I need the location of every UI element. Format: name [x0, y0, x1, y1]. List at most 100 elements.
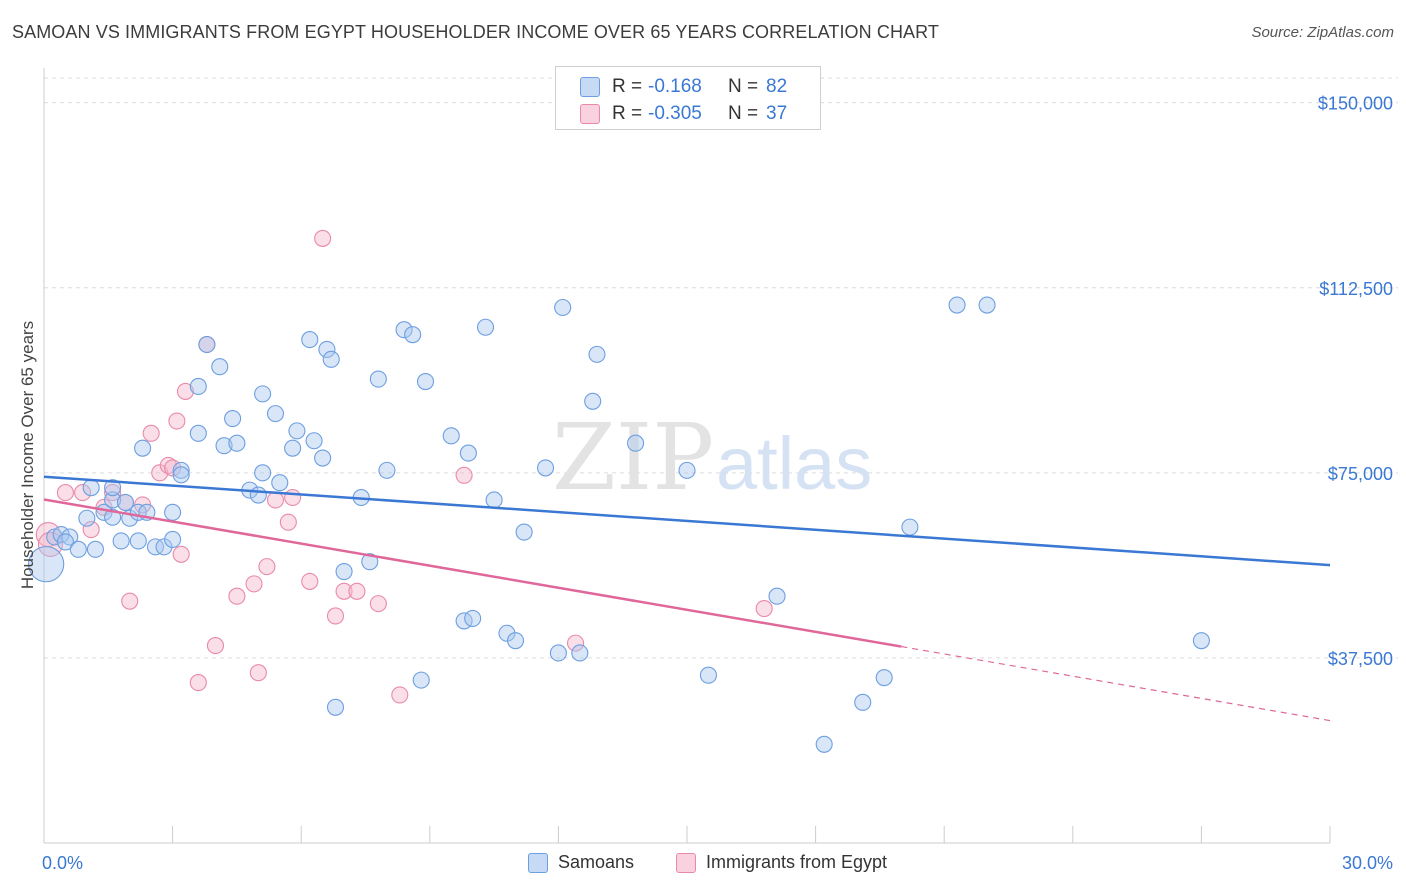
y-tick-label: $37,500	[1328, 649, 1393, 669]
legend-n-label: N =	[728, 76, 759, 97]
egypt-point	[566, 634, 585, 652]
legend-label-samoans: Samoans	[558, 852, 635, 872]
egypt-point	[391, 686, 409, 704]
legend-item-egypt[interactable]: Immigrants from Egypt	[676, 852, 887, 873]
legend-r-label: R =	[612, 76, 643, 97]
samoans-point	[875, 669, 893, 687]
samoans-point	[318, 340, 336, 359]
egypt-point	[258, 558, 276, 576]
axis-labels: $37,500 $75,000 $112,500 $150,000 0.0% 30.0% H…	[18, 94, 1393, 873]
samoans-point	[172, 461, 190, 479]
legend-swatch-samoans	[580, 77, 600, 97]
egypt-point	[284, 488, 302, 507]
egypt-point	[228, 587, 246, 605]
samoans-point	[404, 326, 422, 344]
samoans-point	[588, 345, 606, 363]
watermark-zip: ZIP	[552, 404, 714, 511]
legend-item-samoans[interactable]: Samoans	[528, 852, 634, 873]
samoans-point	[254, 464, 272, 482]
legend-n-value: 82	[766, 76, 788, 97]
legend-swatch-egypt	[676, 852, 696, 873]
series-egypt-points	[35, 229, 773, 704]
samoans-point	[189, 424, 207, 442]
samoans-point	[198, 335, 216, 354]
samoans-point	[211, 358, 229, 376]
samoans-point	[768, 587, 786, 605]
samoans-point	[485, 491, 503, 509]
egypt-point	[245, 575, 263, 593]
samoans-point	[395, 321, 413, 339]
samoans-point	[228, 434, 246, 452]
samoans-point	[369, 370, 387, 388]
samoans-point	[82, 479, 100, 497]
x-tick-label: 0.0%	[42, 853, 83, 873]
samoans-point	[549, 644, 567, 662]
samoans-point	[146, 538, 165, 556]
series-legend: Samoans Immigrants from Egypt	[0, 852, 1406, 878]
samoans-point	[584, 392, 602, 410]
grid-lines	[44, 77, 1398, 659]
samoans-point	[699, 666, 717, 684]
samoans-point	[326, 698, 345, 716]
samoans-point	[266, 405, 285, 423]
y-tick-label: $150,000	[1318, 94, 1393, 114]
samoans-point	[215, 437, 233, 455]
trendline-samoans	[43, 475, 1331, 567]
samoans-point	[164, 503, 182, 521]
egypt-point	[369, 595, 387, 613]
egypt-point	[176, 382, 195, 400]
samoans-point	[459, 444, 477, 462]
samoans-point	[361, 553, 379, 571]
samoans-point	[978, 296, 996, 314]
legend-r-value: -0.305	[648, 103, 702, 124]
samoans-point	[129, 532, 147, 550]
samoans-point	[1192, 632, 1210, 650]
source-label: Source: ZipAtlas.com	[1251, 24, 1394, 41]
samoans-point	[56, 533, 74, 551]
egypt-point	[142, 424, 160, 442]
egypt-point	[82, 521, 100, 539]
samoans-point	[442, 427, 460, 445]
legend-swatch-egypt	[580, 104, 600, 124]
trendline-egypt	[43, 498, 902, 648]
samoans-point	[112, 532, 130, 550]
watermark-atlas: atlas	[716, 422, 872, 505]
watermark: ZIP atlas	[552, 404, 872, 511]
egypt-point	[301, 572, 319, 590]
samoans-point	[815, 735, 833, 753]
samoans-point	[155, 538, 173, 556]
samoans-point	[288, 422, 306, 440]
samoans-point	[271, 474, 289, 492]
samoans-point	[164, 530, 182, 549]
egypt-point	[56, 484, 74, 502]
legend-n-value: 37	[766, 103, 788, 124]
x-tick-label: 30.0%	[1342, 853, 1393, 873]
series-samoans-points	[27, 296, 1210, 753]
legend-row-samoans: R = -0.168 N = 82	[580, 75, 787, 99]
samoans-point	[571, 644, 589, 662]
legend-n-label: N =	[728, 103, 759, 124]
samoans-point	[301, 331, 319, 349]
egypt-point	[206, 637, 225, 655]
samoans-point	[536, 459, 555, 477]
samoans-point	[27, 545, 65, 583]
legend-row-egypt: R = -0.305 N = 37	[580, 102, 787, 126]
samoans-point	[554, 298, 572, 317]
samoans-point	[901, 518, 919, 536]
egypt-point	[151, 464, 169, 482]
legend-swatch-samoans	[528, 852, 548, 873]
chart-title: SAMOAN VS IMMIGRANTS FROM EGYPT HOUSEHOL…	[12, 22, 940, 42]
egypt-point	[104, 484, 122, 502]
correlation-legend: R = -0.168 N = 82 R = -0.305 N = 37	[555, 66, 821, 130]
egypt-point	[335, 582, 353, 600]
legend-r-label: R =	[612, 103, 643, 124]
samoans-point	[515, 523, 533, 541]
samoans-point	[249, 486, 267, 504]
legend-label-egypt: Immigrants from Egypt	[706, 852, 888, 872]
egypt-point	[168, 412, 186, 430]
samoans-point	[335, 562, 353, 581]
samoans-point	[104, 508, 122, 526]
egypt-point	[74, 484, 92, 502]
samoans-point	[86, 540, 104, 558]
